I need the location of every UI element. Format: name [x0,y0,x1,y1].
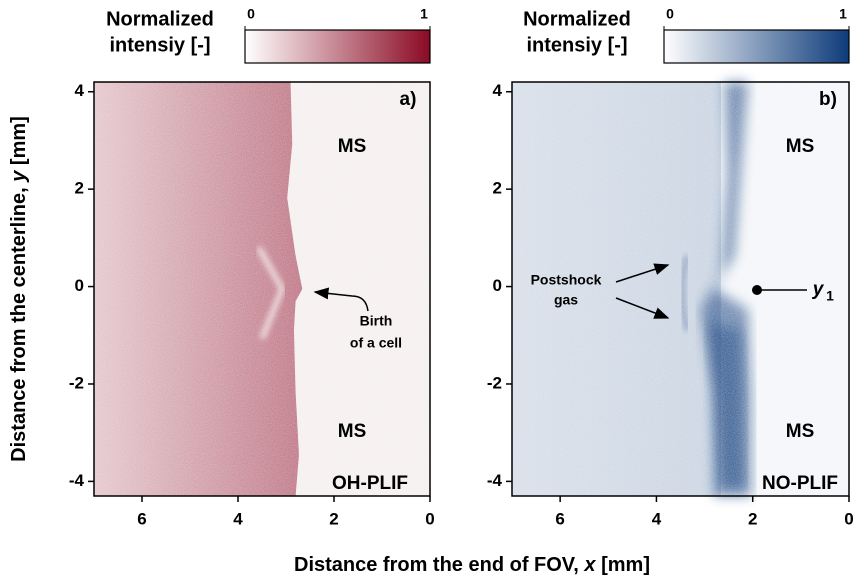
annotation: gas [554,292,578,308]
colorbar-label: Normalized [106,8,214,30]
y-tick-label: 4 [493,81,503,100]
y-tick-label: -4 [487,471,503,490]
x-tick-label: 0 [425,509,434,528]
x-tick-label: 2 [748,509,757,528]
annotation: NO-PLIF [762,473,838,494]
y-tick-label: 0 [493,276,502,295]
arrow [313,287,369,312]
annotation: MS [786,136,815,157]
colorbar-tick-label: 0 [666,6,674,22]
annotation: a) [400,89,417,110]
image-noise [94,82,430,496]
colorbar [244,29,431,64]
panel: 6 4 2 0 4 2 0 -2 -4 0 1 Normalized intensiy [-] a) MS M… [69,6,435,529]
annotation: OH-PLIF [332,473,408,494]
annotation: MS [338,136,367,157]
colorbar-tick-label: 1 [420,6,428,22]
annotation: y [812,279,825,300]
annotation: MS [786,421,815,442]
arrow [615,263,670,283]
x-axis-label: Distance from the end of FOV, x [mm] [294,554,650,576]
pointer-dot [752,285,762,295]
y-tick-label: -2 [487,373,502,392]
x-tick-label: 0 [844,509,853,528]
annotation: MS [338,421,367,442]
annotation: of a cell [350,335,402,351]
colorbar-tick-label: 1 [839,6,847,22]
annotation: Birth [360,313,393,329]
x-tick-label: 4 [652,509,662,528]
y-tick-label: -4 [69,471,85,490]
panel: 6 4 2 0 4 2 0 -2 -4 0 1 Normalized intensiy [-] b) MS M… [487,6,854,529]
y-tick-label: 2 [75,179,84,198]
annotation: 1 [826,288,834,304]
x-tick-label: 4 [233,509,243,528]
colorbar-label: intensiy [-] [526,34,627,56]
x-tick-label: 6 [555,509,564,528]
annotation: Postshock [531,272,602,288]
y-axis-label: Distance from the centerline, y [mm] [8,116,30,462]
y-tick-label: 4 [75,81,85,100]
y-tick-label: -2 [69,373,84,392]
image-noise [512,82,849,496]
colorbar-label: intensiy [-] [109,34,210,56]
annotation: b) [819,89,837,110]
plot-frame [93,81,431,497]
colorbar-tick-label: 0 [247,6,255,22]
colorbar [663,29,850,64]
arrow [615,297,670,319]
plot-frame [511,81,850,497]
x-tick-label: 2 [329,509,338,528]
x-tick-label: 6 [137,509,146,528]
colorbar-label: Normalized [523,8,631,30]
y-tick-label: 2 [493,179,502,198]
y-tick-label: 0 [75,276,84,295]
